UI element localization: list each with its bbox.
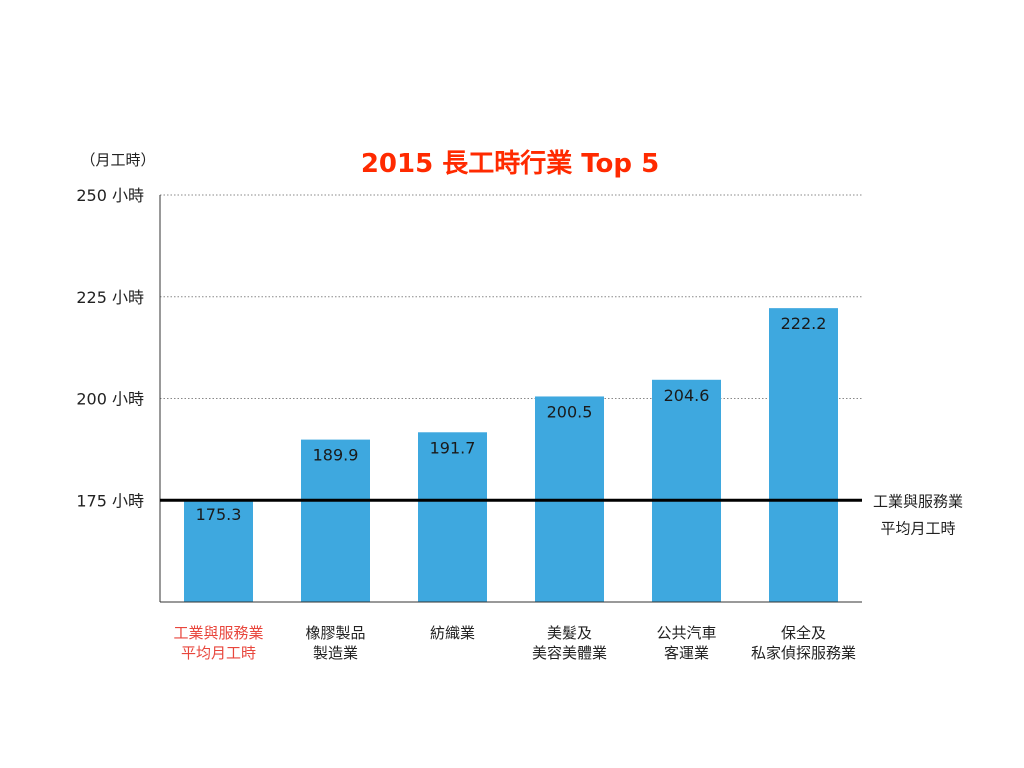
bars: 175.3 189.9 191.7 200.5 204.6 222.2 (184, 308, 838, 602)
category-label-2: 橡膠製品製造業 (305, 624, 365, 662)
category-label-6-line-2: 私家偵探服務業 (751, 644, 856, 662)
category-label-4-line-1: 美髮及 (547, 624, 592, 642)
bar-5 (652, 379, 721, 602)
bar-6 (769, 308, 838, 602)
y-tick-label-225: 225 小時 (76, 288, 144, 307)
reference-line-label-line-2: 平均月工時 (880, 519, 955, 537)
category-label-5-line-2: 客運業 (664, 644, 709, 662)
y-tick-label-250: 250 小時 (76, 186, 144, 205)
category-label-1-line-2: 平均月工時 (181, 644, 256, 662)
category-label-5: 公共汽車客運業 (656, 624, 716, 662)
category-label-1: 工業與服務業平均月工時 (173, 624, 263, 662)
category-label-6-line-1: 保全及 (781, 624, 826, 642)
category-label-2-line-1: 橡膠製品 (305, 624, 365, 642)
bar-value-label-5: 204.6 (664, 386, 710, 405)
category-label-3: 紡織業 (430, 624, 475, 642)
bar-value-label-1: 175.3 (196, 505, 242, 524)
bar-2 (301, 439, 370, 602)
gridlines (160, 194, 862, 399)
category-label-5-line-1: 公共汽車 (656, 624, 716, 642)
category-label-1-line-1: 工業與服務業 (173, 624, 263, 642)
axes: 175 小時 200 小時 225 小時 250 小時 (76, 186, 862, 603)
reference-line-label-line-1: 工業與服務業 (873, 492, 963, 510)
reference-line-label: 工業與服務業平均月工時 (873, 492, 963, 537)
chart-title: 2015 長工時行業 Top 5 (361, 148, 659, 179)
reference-line-group: 工業與服務業平均月工時 (160, 492, 963, 537)
bar-value-label-3: 191.7 (430, 438, 476, 457)
category-label-6: 保全及私家偵探服務業 (751, 624, 856, 662)
y-tick-label-175: 175 小時 (76, 491, 144, 510)
bar-1 (184, 499, 253, 602)
bar-3 (418, 432, 487, 602)
category-label-3-line-1: 紡織業 (430, 624, 475, 642)
category-label-4-line-2: 美容美體業 (532, 644, 607, 662)
bar-value-label-4: 200.5 (547, 402, 593, 421)
category-label-2-line-2: 製造業 (313, 644, 358, 662)
bar-value-label-6: 222.2 (781, 314, 827, 333)
y-axis-unit-label: （月工時） (80, 151, 155, 169)
y-tick-label-200: 200 小時 (76, 390, 144, 409)
bar-value-label-2: 189.9 (313, 446, 359, 465)
category-label-4: 美髮及美容美體業 (532, 624, 607, 662)
